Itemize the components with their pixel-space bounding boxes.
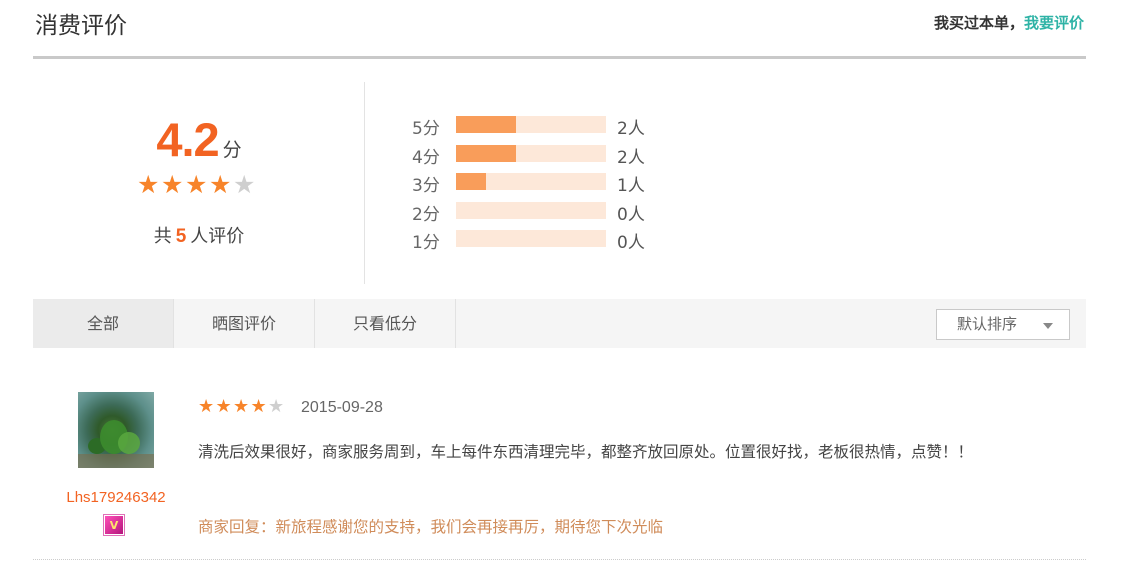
distribution-row: 1分 0人 <box>412 226 672 253</box>
distribution-label: 5分 <box>412 119 440 139</box>
username[interactable]: Lhs179246342 <box>66 489 166 506</box>
review-count: 共 5 人评价 <box>33 222 365 248</box>
review-filter-tabs: 全部 晒图评价 只看低分 默认排序 <box>33 299 1086 348</box>
distribution-bar-track <box>456 173 606 190</box>
star-icon: ★ <box>268 396 285 417</box>
count-prefix: 共 <box>153 226 172 247</box>
sort-label: 默认排序 <box>957 315 1018 333</box>
distribution-bar-track <box>456 230 606 247</box>
star-icon: ★ <box>137 170 160 199</box>
distribution-row: 3分 1人 <box>412 169 672 196</box>
sort-dropdown[interactable]: 默认排序 <box>936 309 1070 340</box>
star-icon: ★ <box>233 170 256 199</box>
count-number: 5 <box>175 226 187 247</box>
star-icon: ★ <box>198 396 215 417</box>
distribution-count: 1人 <box>617 176 645 196</box>
avatar[interactable] <box>78 392 154 468</box>
distribution-label: 2分 <box>412 204 440 225</box>
score-number: 4.2 <box>156 113 219 166</box>
distribution-label: 3分 <box>412 176 440 196</box>
score-unit: 分 <box>222 139 242 161</box>
section-header: 消费评价 我买过本单，我要评价 <box>33 0 1086 59</box>
distribution-bar-track <box>456 201 606 219</box>
average-score: 4.2 分 <box>33 112 365 167</box>
tab-low-score[interactable]: 只看低分 <box>315 299 456 348</box>
distribution-label: 1分 <box>412 233 440 253</box>
review-stars: ★ ★ ★ ★ ★ <box>198 398 286 416</box>
distribution-bar-fill <box>456 144 516 162</box>
star-icon: ★ <box>250 396 267 417</box>
review-date: 2015-09-28 <box>301 399 383 416</box>
distribution-count: 2人 <box>617 147 645 168</box>
distribution-bar-track <box>456 144 606 162</box>
merchant-reply: 商家回复：新旅程感谢您的支持，我们会再接再厉，期待您下次光临 <box>198 518 664 536</box>
header-actions: 我买过本单，我要评价 <box>934 12 1084 33</box>
star-icon: ★ <box>215 396 232 417</box>
distribution-count: 0人 <box>617 204 645 225</box>
tab-all[interactable]: 全部 <box>33 299 174 348</box>
star-icon: ★ <box>233 396 250 417</box>
distribution-row: 2分 0人 <box>412 198 672 225</box>
rating-summary: 4.2 分 ★ ★ ★ ★ ★ 共 5 人评价 <box>33 82 365 284</box>
distribution-count: 2人 <box>617 119 645 139</box>
write-review-link[interactable]: 我要评价 <box>1023 14 1084 32</box>
chevron-down-icon <box>1043 323 1053 329</box>
distribution-count: 0人 <box>617 233 645 253</box>
average-stars: ★ ★ ★ ★ ★ <box>137 172 257 198</box>
star-icon: ★ <box>185 170 208 199</box>
count-suffix: 人评价 <box>190 226 245 247</box>
vip-badge-icon: V <box>103 514 125 536</box>
review-text: 清洗后效果很好，商家服务周到，车上每件东西清理完毕，都整齐放回原处。位置很好找，… <box>198 443 974 461</box>
distribution-bar-fill <box>456 173 486 190</box>
distribution-bar-track <box>456 116 606 133</box>
tab-photo-reviews[interactable]: 晒图评价 <box>174 299 315 348</box>
distribution-bar-fill <box>456 116 516 133</box>
distribution-label: 4分 <box>412 147 440 168</box>
distribution-row: 5分 2人 <box>412 112 672 139</box>
distribution-row: 4分 2人 <box>412 141 672 168</box>
star-icon: ★ <box>161 170 184 199</box>
bought-text: 我买过本单， <box>933 14 1024 32</box>
page-title: 消费评价 <box>35 13 127 39</box>
review-item: Lhs179246342 V ★ ★ ★ ★ ★ 2015-09-28 清洗后效果很好，… <box>33 375 1086 560</box>
star-icon: ★ <box>209 170 232 199</box>
